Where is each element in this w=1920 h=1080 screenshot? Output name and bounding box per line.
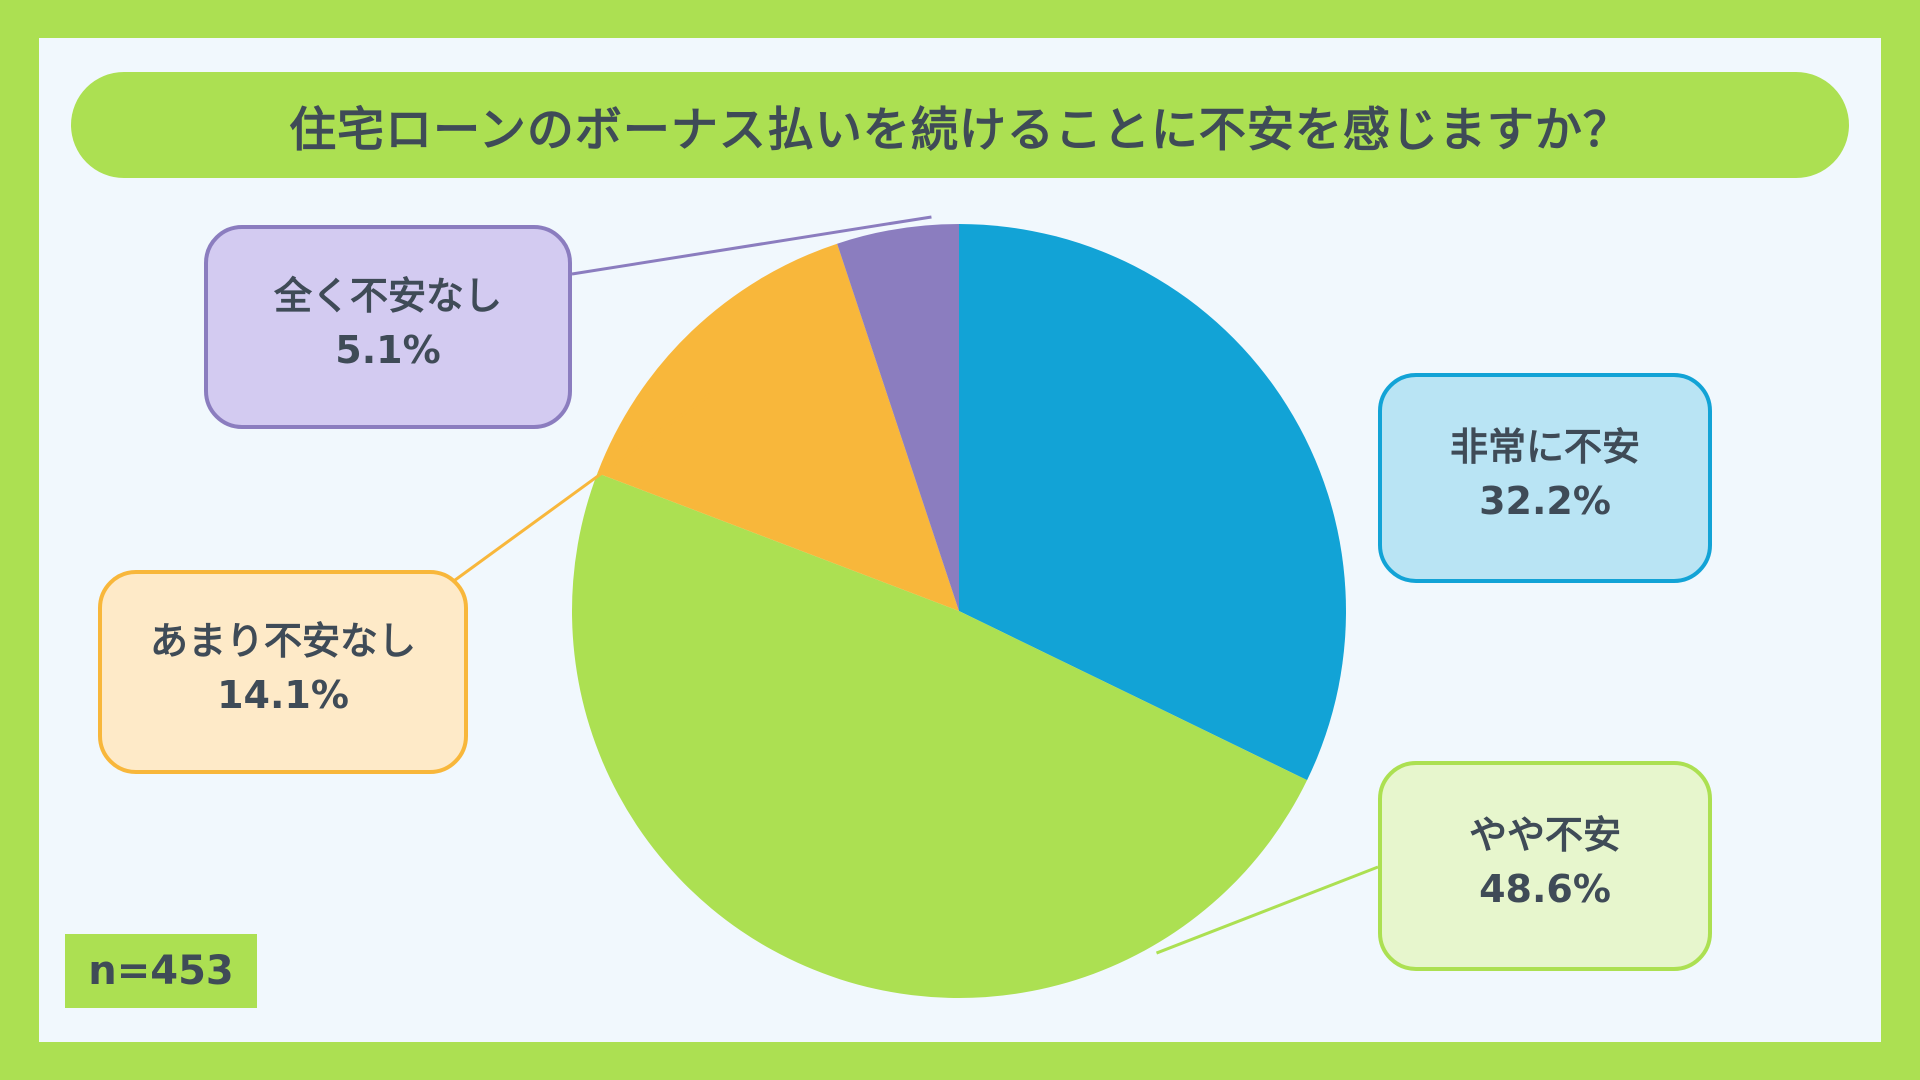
label-box-amari-fuan-nashi: あまり不安なし 14.1% [98,570,468,774]
label-box-mattaku-fuan-nashi: 全く不安なし 5.1% [204,225,572,429]
label-pct-amari-fuan-nashi: 14.1% [217,673,349,718]
label-pct-mattaku-fuan-nashi: 5.1% [335,328,441,373]
label-name-hijou-ni-fuan: 非常に不安 [1449,424,1640,469]
slice-amari-fuan-nashi [597,243,959,611]
label-name-amari-fuan-nashi: あまり不安なし [149,618,416,663]
chart-panel: 住宅ローンのボーナス払いを続けることに不安を感じますか？ 非常に不安 32.2%… [39,38,1881,1042]
leader-line-yaya-fuan [1155,865,1379,955]
title-bar: 住宅ローンのボーナス払いを続けることに不安を感じますか？ [71,72,1849,178]
label-pct-hijou-ni-fuan: 32.2% [1479,479,1611,524]
chart-title: 住宅ローンのボーナス払いを続けることに不安を感じますか？ [289,102,1631,158]
label-pct-yaya-fuan: 48.6% [1479,867,1611,912]
leader-line-amari-fuan-nashi [450,393,711,585]
sample-size-badge: n=453 [65,934,257,1008]
label-box-hijou-ni-fuan: 非常に不安 32.2% [1378,373,1712,583]
pie-chart [450,215,1379,999]
label-box-yaya-fuan: やや不安 48.6% [1378,761,1712,971]
slice-mattaku-fuan-nashi [837,224,959,611]
label-name-yaya-fuan: やや不安 [1468,812,1621,857]
slice-hijou-ni-fuan [959,224,1346,781]
leader-line-mattaku-fuan-nashi [571,215,932,276]
label-name-mattaku-fuan-nashi: 全く不安なし [273,273,502,318]
slice-yaya-fuan [571,473,1308,999]
